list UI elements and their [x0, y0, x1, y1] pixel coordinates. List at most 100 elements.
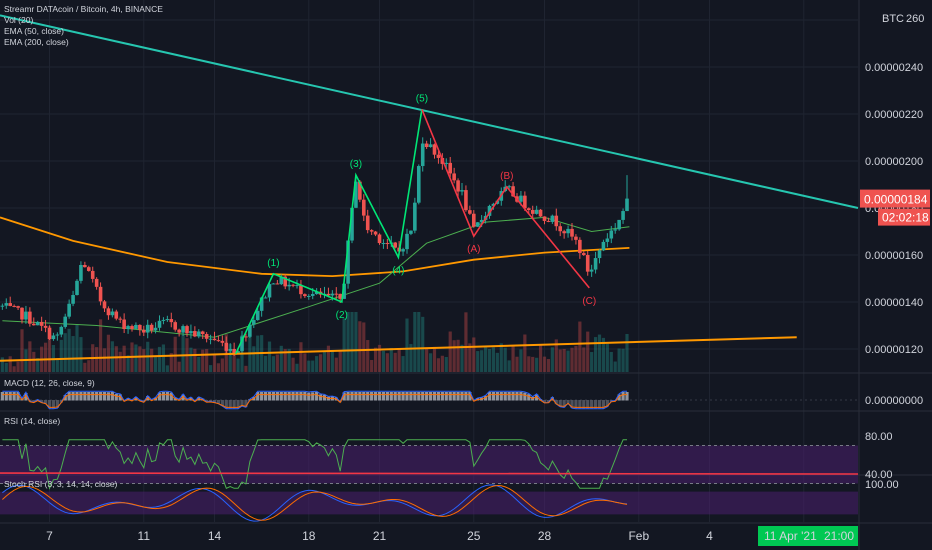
candle-body [275, 283, 280, 285]
volume-bar [8, 356, 12, 372]
volume-bar [491, 347, 496, 372]
candle-body [479, 219, 484, 223]
macd-histogram-bar [405, 392, 409, 401]
volume-bar [570, 347, 574, 372]
candle-body [94, 278, 99, 287]
macd-histogram-bar [181, 394, 185, 401]
macd-histogram-bar [370, 392, 374, 401]
candle-body [185, 326, 189, 334]
candle-body [471, 213, 476, 227]
candle-body [507, 186, 511, 188]
candle-body [295, 285, 299, 287]
legend-vol: Vol (20) [4, 15, 34, 25]
date-tick-label: 28 [538, 529, 552, 543]
volume-bar [432, 346, 437, 372]
candle-body [334, 293, 339, 295]
date-tick-label: 18 [302, 529, 316, 543]
candle-body [436, 154, 441, 158]
correction-wave-label: (C) [582, 296, 596, 307]
candle-body [625, 198, 629, 212]
candle-body [554, 215, 559, 227]
volume-bar [295, 363, 299, 372]
candle-body [574, 236, 578, 240]
macd-histogram-bar [397, 392, 401, 401]
volume-bar [460, 344, 464, 372]
volume-bar [181, 335, 185, 372]
macd-histogram-bar [342, 392, 346, 401]
volume-bar [574, 345, 578, 372]
macd-histogram-bar [16, 392, 20, 401]
volume-bar [409, 344, 413, 372]
volume-bar [373, 347, 378, 372]
volume-bar [538, 344, 543, 372]
candle-body [79, 265, 83, 281]
macd-histogram-bar [161, 392, 166, 401]
candle-body [578, 239, 582, 254]
macd-histogram-bar [499, 392, 503, 401]
volume-bar [212, 354, 217, 372]
candle-body [589, 269, 594, 272]
macd-histogram-bar [32, 400, 36, 403]
candle-body [464, 190, 468, 211]
candle-body [409, 230, 413, 234]
candle-body [208, 338, 213, 340]
volume-bar [55, 357, 59, 372]
candle-body [338, 293, 343, 299]
stoch-band [0, 491, 858, 515]
candle-body [90, 270, 95, 279]
candle-body [130, 326, 134, 329]
volume-bar [236, 358, 240, 372]
elliott-waves[interactable]: (1) (2) (3) (4) (5) (A) (B) (C) [234, 93, 597, 355]
candle-body [613, 229, 618, 231]
macd-histogram-bar [205, 400, 209, 403]
candle-body [204, 334, 209, 339]
candle-body [605, 238, 610, 242]
volume-bar [472, 337, 476, 372]
impulse-wave-label: (2) [336, 310, 348, 321]
volume-bar [609, 351, 613, 372]
candle-body [452, 173, 456, 181]
candle-body [581, 253, 586, 255]
ascending-support-line [0, 336, 797, 362]
macd-histogram-bar [318, 394, 323, 401]
volume-bar [436, 358, 441, 372]
candle-body [546, 220, 551, 222]
volume-bar [32, 351, 36, 372]
candle-body [200, 331, 205, 335]
volume-bar [150, 348, 154, 372]
macd-histogram-bar [271, 392, 276, 401]
volume-bar [303, 353, 307, 372]
macd-line [2, 390, 627, 410]
macd-histogram-bar [362, 392, 366, 401]
candle-body [393, 242, 398, 248]
macd-histogram-bar [67, 392, 71, 401]
volume-bar [578, 321, 582, 372]
legend-ema50: EMA (50, close) [4, 26, 64, 36]
volume-bar [546, 359, 551, 372]
candle-body [416, 166, 421, 203]
countdown-badge-value: 02:02:18 [882, 211, 929, 225]
candle-body [413, 202, 417, 231]
volume-bar [625, 333, 629, 372]
macd-histogram-bar [224, 400, 228, 409]
volume-bar [405, 318, 409, 372]
candle-body [420, 143, 425, 167]
candle-body [102, 301, 107, 309]
volume-bar [12, 366, 16, 372]
macd-histogram-bar [432, 392, 437, 401]
macd-histogram-bar [0, 392, 4, 401]
macd-histogram-bar [75, 392, 79, 401]
macd-histogram-bar [275, 392, 279, 401]
trendlines[interactable] [0, 14, 859, 362]
candle-body [361, 199, 366, 216]
candle-body [550, 215, 555, 222]
volume-bar [220, 358, 224, 372]
volume-bar [385, 353, 389, 372]
volume-bar [507, 360, 511, 372]
candle-body [255, 310, 260, 321]
macd-histogram-bar [554, 400, 558, 405]
candle-body [75, 280, 79, 296]
macd-histogram-bar [228, 400, 232, 409]
